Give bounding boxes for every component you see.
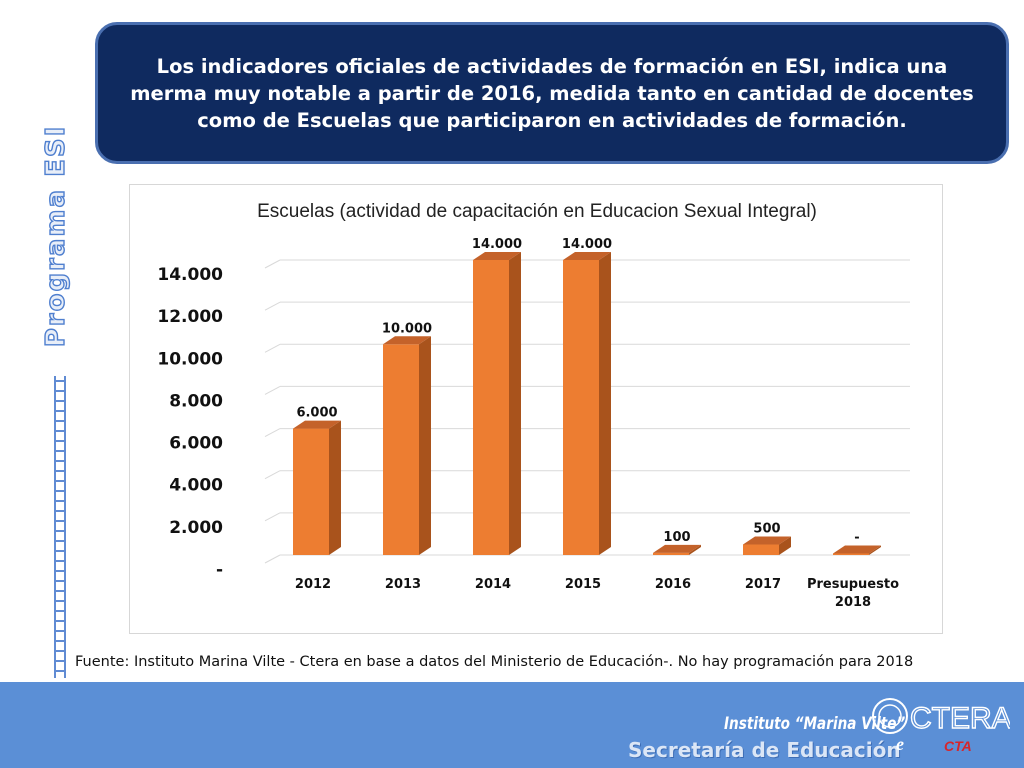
data-label: - (854, 531, 859, 546)
bar-side (689, 544, 701, 555)
bar-chart: Escuelas (actividad de capacitación en E… (157, 201, 910, 610)
bar-front (563, 260, 599, 555)
y-tick-label: 14.000 (157, 265, 223, 285)
gridline-depth (264, 554, 281, 564)
bar-top (473, 252, 521, 260)
data-label: 500 (753, 521, 780, 536)
x-tick-label: 2013 (385, 577, 421, 592)
headline-text: Los indicadores oficiales de actividades… (130, 54, 974, 132)
x-tick-label: 2015 (565, 577, 601, 592)
bar-presupuesto-2018 (833, 545, 881, 555)
data-label: 6.000 (296, 406, 337, 421)
gridline-depth (264, 385, 281, 395)
y-tick-label: 8.000 (169, 391, 223, 411)
gridline-depth (264, 343, 281, 353)
y-tick-label: 12.000 (157, 307, 223, 327)
x-tick-label: 2016 (655, 577, 691, 592)
bar-top (563, 252, 611, 260)
bar-2012 (293, 420, 341, 555)
bar-front (383, 344, 419, 555)
bar-top (653, 544, 701, 553)
bar-top (743, 536, 791, 545)
x-tick-label-line: Presupuesto (807, 577, 899, 592)
bars (293, 252, 881, 555)
svg-text:e: e (896, 734, 904, 754)
bar-2017 (743, 536, 791, 555)
side-title: Programa ESI (40, 124, 71, 348)
chart-title: Escuelas (actividad de capacitación en E… (257, 201, 817, 222)
data-label: 14.000 (472, 237, 522, 252)
ctera-logo-icon: CTERA e CTA (872, 698, 1010, 754)
headline-box: Los indicadores oficiales de actividades… (95, 22, 1009, 164)
x-tick-label: Presupuesto 2018 (807, 577, 899, 610)
x-tick-label-line: 2018 (835, 595, 871, 610)
data-label: 10.000 (382, 321, 432, 336)
y-tick-label: - (216, 560, 223, 580)
y-tick-label: 2.000 (169, 518, 223, 538)
footer: Instituto “Marina Vilte” Secretaría de E… (0, 682, 1024, 768)
data-labels: 6.000 10.000 14.000 14.000 100 500 - (296, 237, 859, 546)
x-tick-label: 2014 (475, 577, 511, 592)
gridline-depth (264, 470, 281, 480)
institute-name: Instituto “Marina Vilte” (724, 714, 906, 734)
x-tick-label: 2017 (745, 577, 781, 592)
y-tick-label: 4.000 (169, 476, 223, 496)
bar-2016 (653, 544, 701, 555)
cta-wordmark: CTA (944, 738, 972, 754)
bar-side (419, 336, 431, 555)
y-axis-ticks: - 2.000 4.000 6.000 8.000 10.000 12.000 14.000 (157, 265, 223, 580)
x-axis-ticks: 2012 2013 2014 2015 2016 2017 Presupuesto 2018 (295, 577, 899, 610)
chart-frame: Escuelas (actividad de capacitación en E… (129, 184, 943, 634)
bar-2015 (563, 252, 611, 555)
gridline-depth (264, 259, 281, 269)
bar-side (599, 252, 611, 555)
x-tick-label: 2012 (295, 577, 331, 592)
y-tick-label: 10.000 (157, 349, 223, 369)
bar-front (833, 553, 869, 555)
data-label: 14.000 (562, 237, 612, 252)
bar-front (743, 544, 779, 555)
bar-front (293, 428, 329, 555)
y-tick-label: 6.000 (169, 434, 223, 454)
bar-side (509, 252, 521, 555)
bar-side (869, 545, 881, 555)
bar-top (293, 420, 341, 429)
decorative-band (54, 376, 66, 678)
bar-top (833, 545, 881, 554)
data-label: 100 (663, 530, 690, 545)
gridline-depth (264, 512, 281, 522)
gridline-depth (264, 301, 281, 311)
gridline-depth (264, 428, 281, 438)
bar-top (383, 336, 431, 345)
bar-2013 (383, 336, 431, 555)
bar-front (653, 552, 689, 555)
bar-side (329, 420, 341, 555)
source-note: Fuente: Instituto Marina Vilte - Ctera e… (75, 654, 914, 670)
bar-side (779, 536, 791, 555)
secretaria-name: Secretaría de Educación (628, 738, 901, 762)
ctera-wordmark: CTERA (910, 702, 1010, 735)
bar-2014 (473, 252, 521, 555)
bar-front (473, 260, 509, 555)
